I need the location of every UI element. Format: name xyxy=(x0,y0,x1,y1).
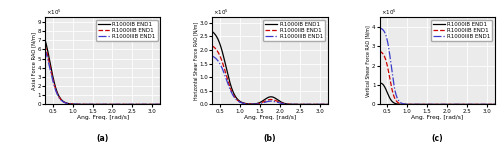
R1000IIB END1 xyxy=(397,103,403,104)
R1000IB END1 xyxy=(492,104,498,105)
R1000IB END1 xyxy=(376,82,382,84)
R1000IIB END1 xyxy=(429,104,435,105)
R1000IIIB END1 xyxy=(397,101,403,103)
R1000IIIB END1 xyxy=(110,104,116,105)
R1000IB END1 xyxy=(406,104,412,105)
R1000IB END1 xyxy=(464,104,469,105)
R1000IIIB END1 xyxy=(406,104,412,105)
Line: R1000IIB END1: R1000IIB END1 xyxy=(212,46,328,104)
R1000IIB END1 xyxy=(406,104,412,105)
R1000IIIB END1 xyxy=(429,104,435,105)
R1000IB END1 xyxy=(129,104,135,105)
Text: $\times10^5$: $\times10^5$ xyxy=(381,7,396,17)
Legend: R1000IB END1, R1000IIB END1, R1000IIIB END1: R1000IB END1, R1000IIB END1, R1000IIIB E… xyxy=(264,20,325,41)
R1000IIB END1 xyxy=(278,102,283,103)
R1000IB END1 xyxy=(62,102,68,104)
R1000IIB END1 xyxy=(210,45,216,47)
X-axis label: Ang. Freq. [rad/s]: Ang. Freq. [rad/s] xyxy=(411,115,464,120)
R1000IB END1 xyxy=(262,99,268,100)
Line: R1000IIB END1: R1000IIB END1 xyxy=(45,45,160,104)
R1000IIB END1 xyxy=(72,103,78,105)
R1000IB END1 xyxy=(210,31,216,33)
Line: R1000IB END1: R1000IB END1 xyxy=(45,40,160,104)
R1000IIB END1 xyxy=(42,45,48,46)
R1000IIIB END1 xyxy=(278,102,283,104)
R1000IB END1 xyxy=(110,104,116,105)
R1000IB END1 xyxy=(119,104,125,105)
R1000IIB END1 xyxy=(296,104,302,105)
Line: R1000IB END1: R1000IB END1 xyxy=(212,32,328,104)
R1000IIB END1 xyxy=(230,93,235,95)
Line: R1000IIB END1: R1000IIB END1 xyxy=(380,51,495,104)
R1000IIIB END1 xyxy=(210,55,216,57)
R1000IIIB END1 xyxy=(94,104,100,105)
R1000IIIB END1 xyxy=(464,104,469,105)
Text: (a): (a) xyxy=(96,134,109,143)
X-axis label: Ang. Freq. [rad/s]: Ang. Freq. [rad/s] xyxy=(76,115,129,120)
R1000IIB END1 xyxy=(239,102,245,104)
R1000IIB END1 xyxy=(119,104,125,105)
R1000IB END1 xyxy=(72,103,78,105)
R1000IB END1 xyxy=(230,90,235,92)
R1000IIB END1 xyxy=(444,104,450,105)
R1000IB END1 xyxy=(239,102,245,103)
Line: R1000IIIB END1: R1000IIIB END1 xyxy=(212,56,328,104)
R1000IB END1 xyxy=(286,103,292,105)
Legend: R1000IB END1, R1000IIB END1, R1000IIIB END1: R1000IB END1, R1000IIB END1, R1000IIIB E… xyxy=(96,20,158,41)
R1000IB END1 xyxy=(278,101,283,102)
R1000IIB END1 xyxy=(129,104,135,105)
R1000IIIB END1 xyxy=(119,104,125,105)
R1000IIIB END1 xyxy=(42,49,48,51)
Text: (b): (b) xyxy=(264,134,276,143)
R1000IIIB END1 xyxy=(296,104,302,105)
Legend: R1000IB END1, R1000IIB END1, R1000IIIB END1: R1000IB END1, R1000IIB END1, R1000IIIB E… xyxy=(430,20,492,41)
R1000IB END1 xyxy=(454,104,460,105)
R1000IIB END1 xyxy=(376,50,382,52)
Text: $\times10^5$: $\times10^5$ xyxy=(46,7,62,17)
Line: R1000IIIB END1: R1000IIIB END1 xyxy=(380,28,495,104)
X-axis label: Ang. Freq. [rad/s]: Ang. Freq. [rad/s] xyxy=(244,115,296,120)
R1000IB END1 xyxy=(445,104,451,105)
R1000IIIB END1 xyxy=(444,104,450,105)
Text: (c): (c) xyxy=(432,134,443,143)
R1000IB END1 xyxy=(429,104,435,105)
R1000IIB END1 xyxy=(158,104,164,105)
R1000IIB END1 xyxy=(110,104,116,105)
R1000IIB END1 xyxy=(324,104,330,105)
R1000IB END1 xyxy=(94,104,100,105)
R1000IIB END1 xyxy=(62,102,68,104)
R1000IIIB END1 xyxy=(72,103,78,105)
R1000IB END1 xyxy=(377,82,383,84)
R1000IB END1 xyxy=(158,104,164,105)
R1000IB END1 xyxy=(397,103,403,105)
Line: R1000IIIB END1: R1000IIIB END1 xyxy=(45,50,160,104)
R1000IIIB END1 xyxy=(129,104,135,105)
Text: $\times10^5$: $\times10^5$ xyxy=(214,7,229,17)
R1000IIIB END1 xyxy=(454,104,460,105)
R1000IIB END1 xyxy=(94,104,100,105)
R1000IIIB END1 xyxy=(239,102,245,104)
R1000IB END1 xyxy=(296,104,302,105)
R1000IIB END1 xyxy=(286,103,292,105)
R1000IIIB END1 xyxy=(158,104,164,105)
R1000IB END1 xyxy=(42,39,48,40)
Y-axis label: Axial Force RAO [N/m]: Axial Force RAO [N/m] xyxy=(31,32,36,90)
R1000IIIB END1 xyxy=(262,102,268,103)
R1000IIIB END1 xyxy=(230,94,235,96)
Y-axis label: Horizontal Shear Force RAO [N/m]: Horizontal Shear Force RAO [N/m] xyxy=(193,22,198,100)
R1000IIB END1 xyxy=(492,104,498,105)
Y-axis label: Vertical Shear Force RAO [N/m]: Vertical Shear Force RAO [N/m] xyxy=(366,25,370,97)
R1000IIIB END1 xyxy=(324,104,330,105)
R1000IIB END1 xyxy=(262,100,268,102)
R1000IB END1 xyxy=(324,104,330,105)
R1000IIB END1 xyxy=(454,104,460,105)
R1000IIIB END1 xyxy=(376,27,382,29)
R1000IIB END1 xyxy=(464,104,469,105)
R1000IIIB END1 xyxy=(62,102,68,104)
Line: R1000IB END1: R1000IB END1 xyxy=(380,83,495,104)
R1000IIIB END1 xyxy=(286,103,292,105)
R1000IIIB END1 xyxy=(492,104,498,105)
